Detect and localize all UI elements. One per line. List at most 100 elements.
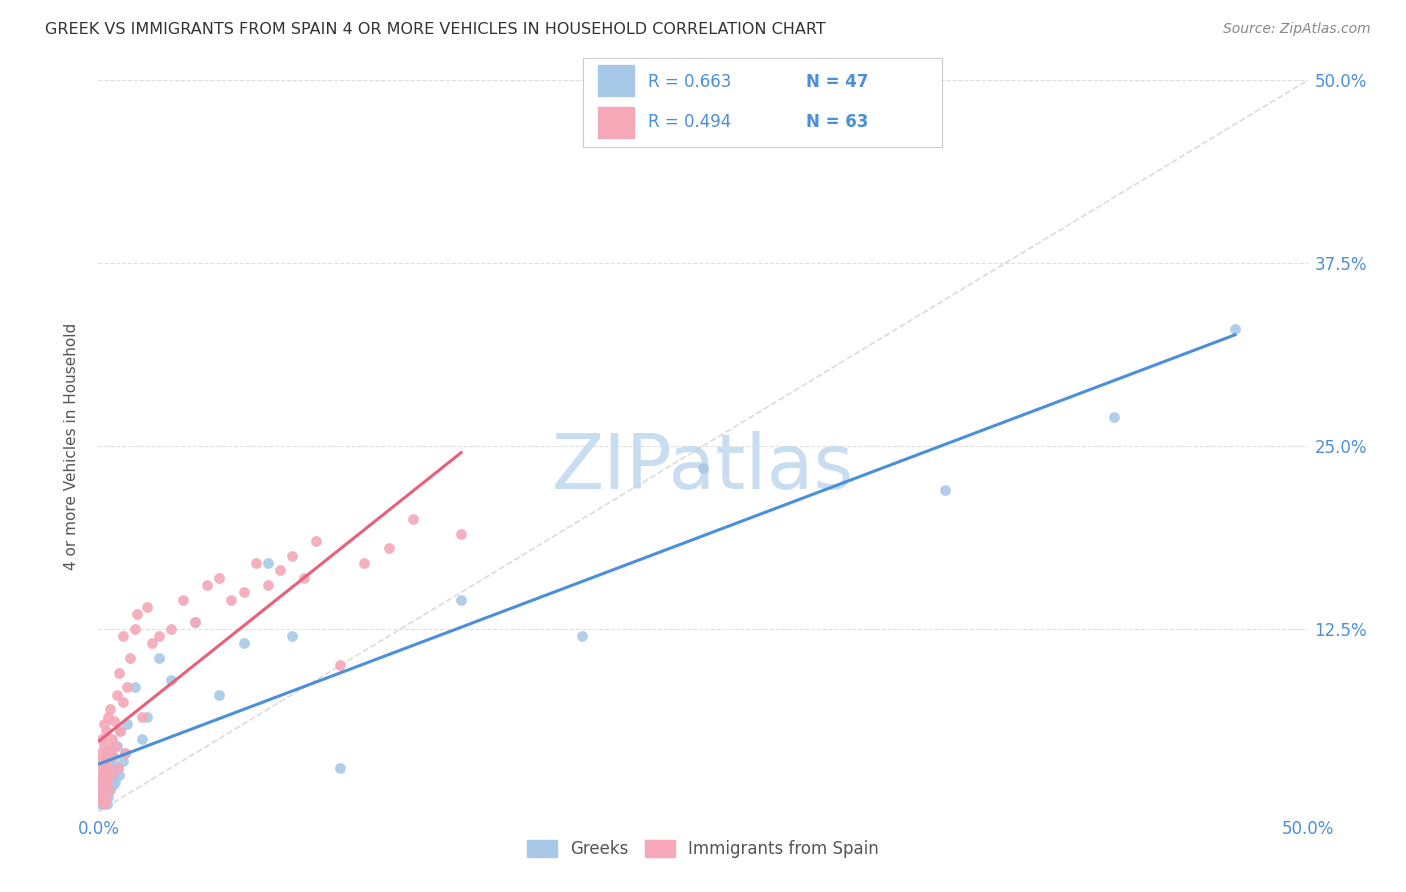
Point	[98, 743, 121, 757]
Point	[148, 629, 170, 643]
Point	[97, 709, 120, 723]
Point	[305, 534, 328, 549]
Point	[94, 793, 117, 807]
Point	[96, 772, 118, 787]
Point	[281, 549, 304, 563]
Point	[208, 688, 231, 702]
Point	[292, 571, 315, 585]
Point	[93, 764, 115, 778]
Point	[117, 681, 139, 695]
Point	[108, 768, 131, 782]
Point	[97, 761, 120, 775]
Point	[98, 782, 121, 797]
Point	[269, 563, 291, 577]
Point	[256, 556, 278, 570]
Point	[184, 615, 207, 629]
Y-axis label: 4 or more Vehicles in Household: 4 or more Vehicles in Household	[65, 322, 79, 570]
Point	[89, 793, 111, 807]
Point	[1223, 322, 1246, 336]
Point	[148, 651, 170, 665]
Text: N = 63: N = 63	[806, 113, 868, 131]
Point	[93, 793, 115, 807]
Point	[114, 746, 136, 760]
Point	[104, 775, 127, 789]
Point	[103, 714, 125, 728]
Point	[107, 761, 129, 775]
Point	[101, 778, 124, 792]
Point	[91, 731, 114, 746]
Point	[91, 772, 114, 787]
Point	[100, 768, 122, 782]
Bar	[598, 65, 634, 96]
Point	[107, 761, 129, 775]
Point	[97, 764, 120, 778]
Text: R = 0.494: R = 0.494	[648, 113, 731, 131]
Point	[131, 731, 153, 746]
Point	[141, 636, 163, 650]
Text: Source: ZipAtlas.com: Source: ZipAtlas.com	[1223, 22, 1371, 37]
Point	[281, 629, 304, 643]
Point	[93, 797, 115, 812]
Point	[90, 746, 112, 760]
Point	[160, 673, 183, 687]
Point	[90, 782, 112, 797]
Point	[377, 541, 399, 556]
Point	[208, 571, 231, 585]
Point	[94, 778, 117, 792]
Point	[93, 768, 115, 782]
Point	[111, 695, 134, 709]
Point	[91, 787, 114, 801]
Point	[96, 797, 118, 812]
Text: R = 0.663: R = 0.663	[648, 73, 731, 91]
Point	[97, 775, 120, 789]
Point	[256, 578, 278, 592]
Point	[232, 636, 254, 650]
Point	[329, 658, 352, 673]
Point	[118, 651, 141, 665]
Point	[111, 754, 134, 768]
Point	[108, 724, 131, 739]
Point	[90, 797, 112, 812]
Point	[94, 761, 117, 775]
Point	[96, 778, 118, 792]
Point	[184, 615, 207, 629]
Point	[402, 512, 425, 526]
Point	[329, 761, 352, 775]
Point	[91, 761, 114, 775]
Point	[91, 775, 114, 789]
Point	[571, 629, 593, 643]
Bar	[598, 107, 634, 138]
Point	[172, 592, 194, 607]
Point	[934, 483, 956, 497]
Legend: Greeks, Immigrants from Spain: Greeks, Immigrants from Spain	[527, 840, 879, 858]
Point	[232, 585, 254, 599]
Point	[93, 717, 115, 731]
Point	[96, 724, 118, 739]
Point	[90, 793, 112, 807]
Point	[98, 754, 121, 768]
Point	[195, 578, 218, 592]
Point	[91, 790, 114, 805]
Point	[111, 629, 134, 643]
Point	[1102, 409, 1125, 424]
Point	[97, 782, 120, 797]
Point	[135, 709, 157, 723]
Point	[450, 592, 472, 607]
Point	[101, 749, 124, 764]
Point	[135, 599, 157, 614]
Point	[245, 556, 267, 570]
Text: ZIPatlas: ZIPatlas	[551, 431, 855, 505]
Point	[93, 739, 115, 753]
Point	[100, 768, 122, 782]
Point	[89, 787, 111, 801]
Point	[96, 746, 118, 760]
Point	[100, 746, 122, 760]
Point	[91, 782, 114, 797]
Point	[108, 724, 131, 739]
Point	[98, 702, 121, 716]
Point	[105, 688, 128, 702]
Point	[103, 758, 125, 772]
Point	[160, 622, 183, 636]
Point	[221, 592, 243, 607]
Point	[105, 739, 128, 753]
